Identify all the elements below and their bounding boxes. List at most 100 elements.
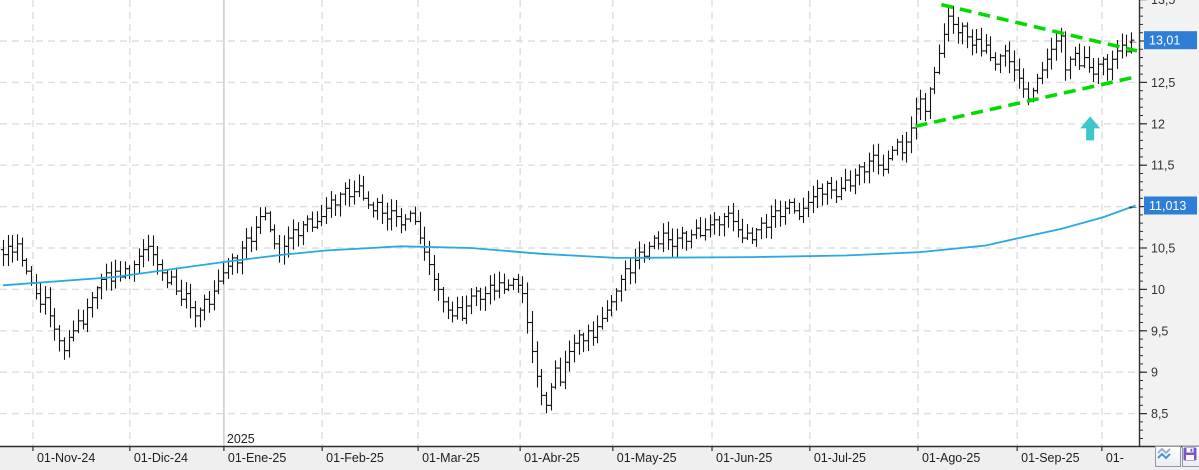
ohlc-bar xyxy=(178,279,185,307)
ohlc-bar xyxy=(37,282,44,313)
last-price-value: 13,01 xyxy=(1149,34,1180,48)
ohlc-bar xyxy=(711,212,718,235)
moving-average-value: 11,013 xyxy=(1149,199,1186,213)
ohlc-bar xyxy=(875,143,882,175)
ohlc-bar xyxy=(660,223,667,253)
y-axis-label: 11,5 xyxy=(1151,159,1174,173)
ohlc-bar xyxy=(42,286,49,315)
ohlc-bar xyxy=(922,92,929,122)
ohlc-bar xyxy=(229,253,236,275)
ohlc-bar xyxy=(599,306,606,330)
ohlc-bar xyxy=(814,179,821,209)
ohlc-bar xyxy=(856,164,863,186)
save-button[interactable] xyxy=(1182,446,1199,467)
ohlc-bar xyxy=(552,360,559,390)
ohlc-bar xyxy=(880,154,887,177)
ohlc-bar xyxy=(997,53,1004,74)
ohlc-bar xyxy=(1006,41,1013,74)
ohlc-bar xyxy=(271,224,278,250)
ohlc-bar xyxy=(84,298,91,333)
ohlc-bar xyxy=(14,234,21,261)
ohlc-bar xyxy=(557,357,564,387)
ohlc-bar xyxy=(842,168,849,192)
year-label: 2025 xyxy=(227,432,255,446)
ohlc-bar xyxy=(9,235,16,263)
x-axis-label: 01-May-25 xyxy=(617,451,677,465)
x-axis-label: 01-Dic-24 xyxy=(134,451,188,465)
chart-lines-button[interactable] xyxy=(1155,446,1181,467)
x-axis-label: 01-Mar-25 xyxy=(422,451,480,465)
ohlc-bar xyxy=(468,288,475,315)
ohlc-bar xyxy=(772,199,779,228)
ohlc-bar xyxy=(973,28,980,54)
ohlc-bar xyxy=(1011,50,1018,82)
ohlc-bar xyxy=(482,286,489,311)
ohlc-bar xyxy=(1081,46,1088,69)
ohlc-bar xyxy=(412,206,419,225)
ohlc-bar xyxy=(154,246,161,275)
ohlc-bar xyxy=(290,219,297,250)
ohlc-bar xyxy=(1053,30,1060,61)
ohlc-bar xyxy=(496,271,503,299)
ohlc-bar xyxy=(1062,31,1069,81)
moving-average-tag: ← 11,013 xyxy=(1127,196,1197,215)
ohlc-bar xyxy=(365,191,372,209)
ohlc-bar xyxy=(1048,37,1055,70)
ohlc-bar xyxy=(1104,54,1111,81)
ohlc-bar xyxy=(1039,61,1046,85)
ohlc-bar xyxy=(234,254,241,274)
ohlc-bar xyxy=(987,36,994,62)
ohlc-bar xyxy=(828,176,835,199)
ohlc-bar xyxy=(688,229,695,249)
ohlc-bar xyxy=(491,273,498,301)
ohlc-bar xyxy=(959,22,966,45)
ohlc-bar xyxy=(61,337,68,360)
ohlc-bar xyxy=(538,368,545,406)
ohlc-bar xyxy=(332,194,339,216)
ohlc-bar xyxy=(323,197,330,224)
ohlc-bar xyxy=(89,291,96,318)
ohlc-bar xyxy=(992,52,999,71)
ohlc-bar xyxy=(374,198,381,220)
ohlc-bar xyxy=(510,277,517,291)
ohlc-bar xyxy=(243,228,250,260)
ohlc-bar xyxy=(758,217,765,240)
ohlc-bar xyxy=(613,288,620,311)
ohlc-bar xyxy=(870,144,877,172)
ohlc-bar xyxy=(360,175,367,201)
y-axis-label: 12,5 xyxy=(1151,76,1175,90)
ohlc-bar xyxy=(421,226,428,261)
ohlc-bar xyxy=(894,138,901,156)
ohlc-bar xyxy=(655,231,662,250)
ohlc-bar xyxy=(519,276,526,304)
y-axis-label: 10,5 xyxy=(1151,242,1175,256)
ohlc-bar xyxy=(529,310,536,364)
ohlc-bar xyxy=(833,180,840,204)
ohlc-bar xyxy=(51,308,58,341)
ohlc-bar xyxy=(463,295,470,324)
ohlc-bar xyxy=(936,44,943,75)
ohlc-bar xyxy=(262,207,269,221)
ohlc-bar xyxy=(1095,57,1102,85)
ohlc-bar xyxy=(304,215,311,233)
ohlc-bar xyxy=(168,270,175,286)
ohlc-bar xyxy=(950,5,957,34)
y-axis-label: 10 xyxy=(1151,283,1165,297)
ohlc-bar xyxy=(173,267,180,295)
ohlc-bar xyxy=(477,287,484,311)
ohlc-bar xyxy=(786,199,793,214)
left-arrow-icon: ← xyxy=(1127,199,1139,213)
ohlc-bar xyxy=(571,334,578,363)
ohlc-bar xyxy=(1034,73,1041,94)
ohlc-bar xyxy=(641,243,648,263)
ohlc-bar xyxy=(622,260,629,291)
ohlc-bar xyxy=(744,224,751,241)
ohlc-bar xyxy=(257,207,264,235)
ohlc-bar xyxy=(23,258,30,275)
ohlc-bar xyxy=(716,215,723,236)
ohlc-bar xyxy=(0,239,7,267)
ohlc-bar xyxy=(763,213,770,239)
ohlc-bar xyxy=(1067,56,1074,80)
ohlc-bar xyxy=(187,283,194,319)
